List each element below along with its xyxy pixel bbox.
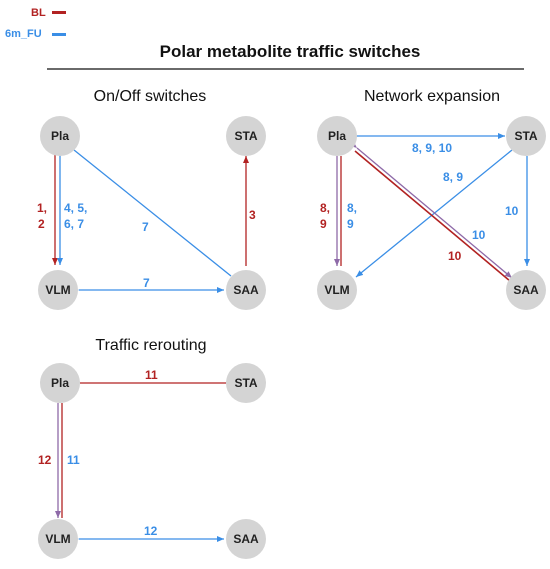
edge-label: 9 [320,217,327,231]
node-vlm [317,270,357,310]
legend-swatch-6m-fu [52,33,66,36]
panel-network: Network expansion 8, 9, 10 8, 9 8, 9 8, … [317,88,546,310]
edge-label: 12 [144,524,158,538]
node-pla [317,116,357,156]
node-saa [506,270,546,310]
node-label: VLM [324,283,349,297]
edge-label: 8, [347,201,357,215]
node-sta [226,363,266,403]
node-sta [226,116,266,156]
node-label: Pla [328,129,346,143]
edge-label: 10 [448,249,462,263]
edge-label: 7 [142,220,149,234]
node-label: STA [234,129,257,143]
panel-network-title: Network expansion [364,88,500,105]
edge-label: 1, [37,201,47,215]
node-vlm [38,519,78,559]
edge-label: 10 [505,204,519,218]
node-saa [226,270,266,310]
edge-label: 10 [472,228,486,242]
node-label: SAA [513,283,539,297]
legend-label-6m-fu: 6m_FU [5,28,42,40]
edge-label: 7 [143,276,150,290]
edge-pla-saa-purple [349,141,513,279]
edge-label: 2 [38,217,45,231]
edge-label: 11 [67,453,80,467]
edge-label: 8, [320,201,330,215]
node-label: VLM [45,532,70,546]
edge-label: 9 [347,217,354,231]
panel-reroute-title: Traffic rerouting [95,337,206,354]
edge-label: 12 [38,453,52,467]
edge-label: 8, 9 [443,170,463,184]
figure-title: Polar metabolite traffic switches [160,42,421,61]
node-label: SAA [233,532,259,546]
node-label: STA [514,129,537,143]
edge-pla-saa-blue [66,143,232,277]
edge-label: 4, 5, [64,201,87,215]
panel-onoff-title: On/Off switches [94,88,207,105]
node-vlm [38,270,78,310]
legend-swatch-bl [52,11,66,14]
panel-reroute: Traffic rerouting 11 12 11 12 Pla STA VL… [38,337,266,559]
node-pla [40,363,80,403]
node-label: Pla [51,376,69,390]
legend: BL 6m_FU [5,7,66,40]
edge-label: 3 [249,208,256,222]
node-label: Pla [51,129,69,143]
edge-label: 11 [145,368,158,382]
node-sta [506,116,546,156]
node-pla [40,116,80,156]
edge-label: 6, 7 [64,217,84,231]
node-label: SAA [233,283,259,297]
legend-label-bl: BL [31,7,46,19]
node-saa [226,519,266,559]
node-label: STA [234,376,257,390]
panel-onoff: On/Off switches 1, 2 4, 5, 6, 7 7 3 7 Pl… [37,88,266,310]
node-label: VLM [45,283,70,297]
edge-label: 8, 9, 10 [412,141,452,155]
